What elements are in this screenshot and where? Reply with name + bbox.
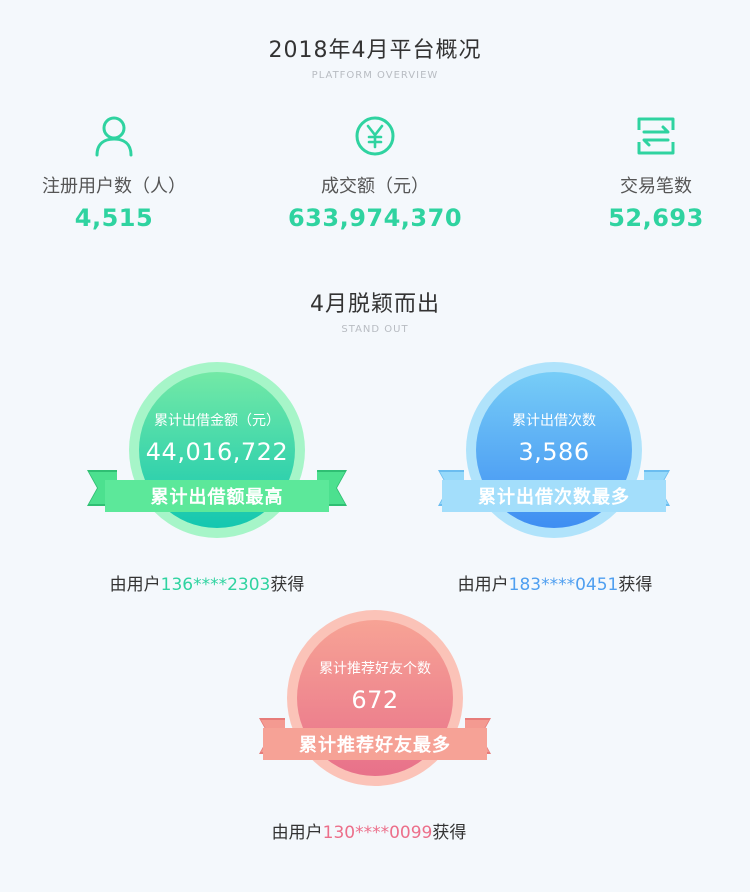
badge-value: 672 bbox=[351, 686, 399, 714]
badge-lending-count: 累计出借次数 3,586 累计出借次数最多 bbox=[404, 362, 704, 562]
winner-text: 由用户183****0451获得 bbox=[405, 570, 705, 595]
stat-value: 52,693 bbox=[608, 204, 704, 232]
winner-text: 由用户130****0099获得 bbox=[219, 818, 519, 843]
stat-transactions: 交易笔数 52,693 bbox=[546, 112, 750, 232]
overview-header: 2018年4月平台概况 PLATFORM OVERVIEW bbox=[0, 32, 750, 81]
winner-prefix: 由用户 bbox=[271, 823, 323, 843]
badge-value: 3,586 bbox=[518, 438, 590, 466]
stat-registered-users: 注册用户数（人） 4,515 bbox=[4, 112, 224, 232]
stat-label: 注册用户数（人） bbox=[42, 176, 186, 197]
winner-prefix: 由用户 bbox=[457, 575, 509, 595]
overview-title: 2018年4月平台概况 bbox=[268, 38, 482, 63]
winner-suffix: 获得 bbox=[432, 823, 467, 843]
badge-label: 累计出借次数 bbox=[512, 413, 596, 429]
overview-subtitle: PLATFORM OVERVIEW bbox=[311, 70, 439, 81]
badge-ribbon: 累计出借次数最多 bbox=[442, 480, 666, 512]
badge-lending-amount: 累计出借金额（元） 44,016,722 累计出借额最高 bbox=[67, 362, 367, 562]
winner-phone: 183****0451 bbox=[508, 575, 619, 595]
standout-subtitle: STAND OUT bbox=[341, 324, 409, 335]
stat-label: 成交额（元） bbox=[321, 176, 429, 197]
stat-label: 交易笔数 bbox=[620, 176, 692, 197]
winner-phone: 130****0099 bbox=[322, 823, 433, 843]
badge-label: 累计出借金额（元） bbox=[154, 413, 280, 429]
stat-turnover: 成交额（元） 633,974,370 bbox=[265, 112, 485, 232]
user-icon bbox=[4, 112, 224, 160]
badge-ribbon: 累计推荐好友最多 bbox=[263, 728, 487, 760]
badge-label: 累计推荐好友个数 bbox=[319, 661, 431, 677]
badge-ribbon: 累计出借额最高 bbox=[105, 480, 329, 512]
badge-value: 44,016,722 bbox=[145, 438, 289, 466]
winner-prefix: 由用户 bbox=[109, 575, 161, 595]
winner-suffix: 获得 bbox=[270, 575, 305, 595]
stat-value: 4,515 bbox=[74, 204, 154, 232]
standout-header: 4月脱颖而出 STAND OUT bbox=[0, 286, 750, 335]
standout-title: 4月脱颖而出 bbox=[310, 292, 440, 317]
winner-text: 由用户136****2303获得 bbox=[57, 570, 357, 595]
winner-suffix: 获得 bbox=[618, 575, 653, 595]
winner-phone: 136****2303 bbox=[160, 575, 271, 595]
transaction-icon bbox=[546, 112, 750, 160]
yen-icon bbox=[265, 112, 485, 160]
stat-value: 633,974,370 bbox=[287, 204, 463, 232]
badge-referrals: 累计推荐好友个数 672 累计推荐好友最多 bbox=[225, 610, 525, 810]
